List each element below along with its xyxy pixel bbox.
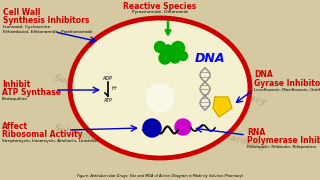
Ellipse shape [70, 18, 250, 158]
Text: Solution-Pharmacy: Solution-Pharmacy [172, 73, 268, 107]
Circle shape [179, 51, 188, 60]
Text: ATP Synthase: ATP Synthase [2, 88, 61, 97]
Text: Reactive Species: Reactive Species [124, 2, 196, 11]
Text: Figure: Antitubercular Drugs: Site and MOA of Action (Diagram is Made by Solutio: Figure: Antitubercular Drugs: Site and M… [77, 174, 243, 178]
Text: Ribosomal Activity: Ribosomal Activity [2, 130, 83, 139]
Text: Bedaquiline: Bedaquiline [2, 97, 28, 101]
Text: Rifampicin, Rifabutin, Rifapentine: Rifampicin, Rifabutin, Rifapentine [247, 145, 316, 149]
Text: H⁺: H⁺ [112, 87, 118, 91]
Circle shape [161, 45, 175, 59]
Text: RNA: RNA [247, 128, 265, 137]
Text: Synthesis Inhibitors: Synthesis Inhibitors [3, 16, 89, 25]
Circle shape [143, 119, 161, 137]
Text: Streptomycin, kanamycin, Amikacin, Linezolid: Streptomycin, kanamycin, Amikacin, Linez… [2, 139, 97, 143]
Text: Gyrase Inhibitors: Gyrase Inhibitors [254, 79, 320, 88]
Text: ATP: ATP [104, 98, 112, 102]
Text: Solution-Pharmacy: Solution-Pharmacy [52, 73, 148, 107]
Text: Polymerase Inhibitors: Polymerase Inhibitors [247, 136, 320, 145]
Text: Solution-Pharmacy: Solution-Pharmacy [52, 123, 148, 157]
Circle shape [146, 84, 174, 112]
Text: DNA: DNA [195, 52, 226, 65]
Text: Pyrazinamide, Delamanid: Pyrazinamide, Delamanid [132, 10, 188, 14]
Polygon shape [213, 97, 232, 117]
Circle shape [175, 119, 191, 135]
Text: DNA: DNA [254, 70, 273, 79]
Text: Affect: Affect [2, 122, 28, 131]
Circle shape [170, 53, 180, 63]
Text: Solution-Pharmacy: Solution-Pharmacy [112, 28, 208, 62]
Circle shape [155, 42, 165, 53]
Circle shape [172, 42, 185, 55]
Text: Cell Wall: Cell Wall [3, 8, 40, 17]
Circle shape [159, 52, 171, 64]
Text: Inhibit: Inhibit [2, 80, 30, 89]
Text: ADP: ADP [103, 75, 113, 80]
Text: Isoniazid, Cycloserine
Ethambutol, Ethionamide, Prothionamide: Isoniazid, Cycloserine Ethambutol, Ethio… [3, 25, 92, 34]
Text: Levofloxacin, Moxifloxacin, Gatifloxacin: Levofloxacin, Moxifloxacin, Gatifloxacin [254, 88, 320, 92]
Text: Solution-Pharmacy: Solution-Pharmacy [172, 118, 268, 152]
